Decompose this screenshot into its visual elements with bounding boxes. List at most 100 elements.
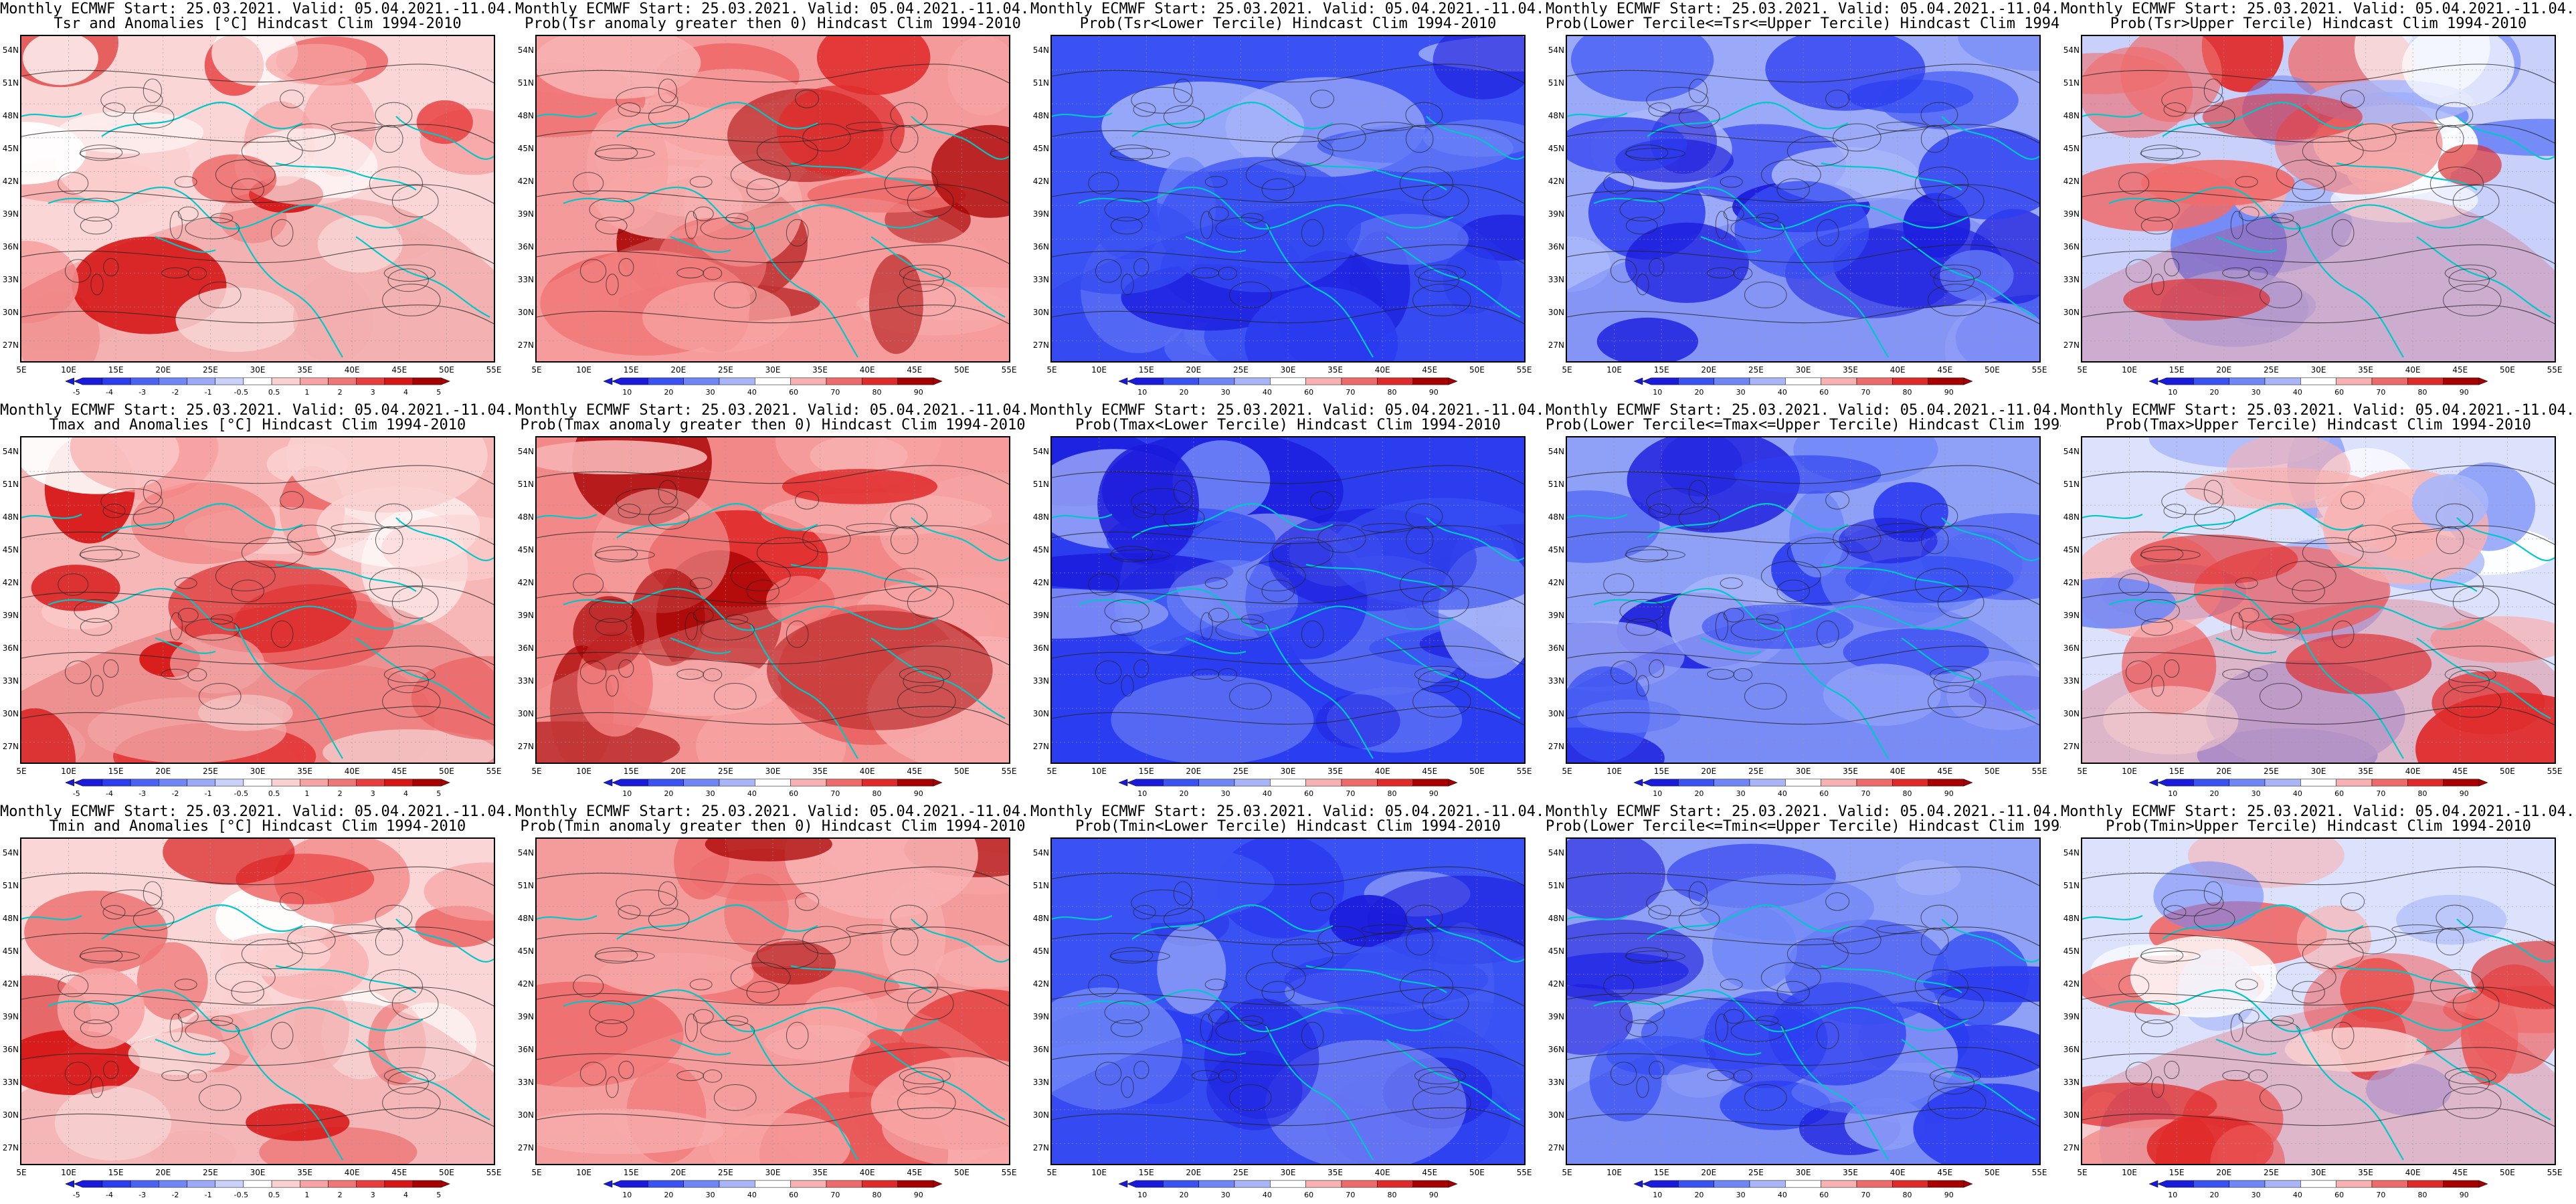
longitude-label: 5E: [1562, 767, 1572, 776]
latitude-label: 30N: [517, 308, 534, 317]
colorbar-segment: [1305, 779, 1342, 787]
map-panel: Monthly ECMWF Start: 25.03.2021. Valid: …: [1030, 401, 1546, 803]
longitude-label: 10E: [1606, 365, 1623, 375]
map-svg: [1567, 36, 2039, 361]
coastline: [21, 514, 82, 519]
latitude-label: 36N: [517, 242, 534, 252]
orography-contour: [58, 975, 89, 997]
orography-contour: [595, 1019, 628, 1037]
colorbar-label: 2: [337, 388, 343, 397]
colorbar-segment: [2193, 377, 2229, 385]
orography-contour: [618, 659, 634, 678]
longitude-label: 5E: [16, 767, 27, 776]
colorbar-label: 10: [1653, 789, 1663, 798]
colorbar-segment: [1821, 1180, 1857, 1188]
colorbar-label: 70: [830, 1191, 840, 1199]
longitude-label: 25E: [717, 767, 733, 776]
field-patch: [2103, 686, 2239, 755]
colorbar: [1118, 1180, 1458, 1188]
colorbar-label: 20: [1694, 388, 1704, 397]
coastline: [1941, 116, 2039, 160]
colorbar-arrow-left: [2148, 779, 2158, 787]
longitude-label: 35E: [1843, 1168, 1859, 1177]
coastline: [1305, 563, 1447, 592]
orography-contour: [64, 1062, 92, 1086]
colorbar-label: 70: [1346, 1191, 1356, 1199]
orography-contour: [1937, 185, 1985, 217]
panel-title-line1: Monthly ECMWF Start: 25.03.2021. Valid: …: [1546, 803, 2061, 820]
longitude-label: 35E: [297, 767, 313, 776]
orography-contour: [786, 219, 809, 247]
colorbar-segment: [897, 779, 934, 787]
latitude-label: 39N: [2, 611, 19, 620]
orography-contour: [606, 274, 619, 296]
field-patch: [947, 36, 1009, 116]
latitude-label: 42N: [1032, 979, 1049, 989]
field-patch: [286, 437, 488, 513]
orography-contour: [1218, 668, 1238, 682]
latitude-label: 27N: [517, 340, 534, 350]
field-patch: [1567, 839, 1665, 919]
isoline: [21, 645, 494, 666]
isoline: [21, 124, 494, 144]
latitude-label: 36N: [1032, 242, 1049, 252]
field-patch: [2130, 936, 2278, 1018]
coastline: [1901, 637, 2036, 719]
colorbar-label: 5: [436, 789, 442, 798]
coastline: [616, 904, 818, 940]
panel-title-line1: Monthly ECMWF Start: 25.03.2021. Valid: …: [0, 402, 515, 419]
orography-contour: [1208, 206, 1229, 221]
colorbar-segment: [384, 377, 413, 385]
latitude-label: 48N: [1548, 111, 1564, 120]
longitude-label: 40E: [1890, 1168, 1906, 1177]
orography-contour: [1720, 176, 1743, 188]
isoline: [1567, 525, 2039, 545]
colorbar-segment: [102, 779, 131, 787]
field-patch: [1567, 236, 1611, 292]
orography-contour: [606, 675, 619, 697]
field-patch: [1433, 36, 1524, 100]
orography-contour: [693, 1009, 714, 1024]
colorbar-label: 70: [1861, 789, 1871, 798]
coastline: [1821, 563, 1962, 592]
orography-contour: [1744, 282, 1787, 308]
coastline: [2456, 517, 2555, 561]
longitude-label: 15E: [1653, 767, 1669, 776]
map-area: [535, 837, 1010, 1165]
longitude-label: 45E: [1422, 767, 1438, 776]
isoline: [537, 1107, 1009, 1127]
coastline: [870, 1039, 1006, 1120]
coastline: [2215, 1038, 2277, 1056]
orography-contour: [1744, 1084, 1787, 1111]
latitude-label: 30N: [1032, 1110, 1049, 1120]
colorbar-label: -2: [171, 789, 179, 798]
colorbar-label: -1: [204, 388, 212, 397]
field-patch: [622, 660, 781, 716]
coastline: [2215, 235, 2277, 253]
longitude-label: 20E: [1701, 365, 1717, 375]
orography-contour: [80, 1019, 112, 1037]
field-patch: [1944, 302, 2039, 361]
longitude-label: 30E: [1795, 767, 1811, 776]
colorbar-segment: [826, 779, 862, 787]
orography-contour: [1229, 282, 1272, 308]
orography-contour: [375, 526, 403, 555]
longitude-label: 30E: [2310, 365, 2326, 375]
orography-contour: [391, 586, 439, 619]
latitude-label: 42N: [2063, 177, 2080, 186]
orography-contour: [1678, 908, 1720, 931]
orography-contour: [1920, 927, 1949, 956]
field-patch: [21, 241, 79, 324]
colorbar-arrow-right: [441, 1180, 450, 1188]
orography-contour: [746, 981, 779, 1004]
colorbar-segment: [755, 779, 791, 787]
map-panel: Monthly ECMWF Start: 25.03.2021. Valid: …: [1546, 0, 2061, 401]
orography-contour: [2230, 1013, 2243, 1042]
colorbar-segment: [683, 377, 720, 385]
latitude-label: 27N: [2063, 742, 2080, 751]
orography-contour: [648, 506, 690, 530]
orography-contour: [579, 259, 607, 283]
colorbar-segment: [412, 1180, 442, 1188]
field-patch: [192, 154, 277, 204]
orography-contour: [1301, 219, 1324, 247]
